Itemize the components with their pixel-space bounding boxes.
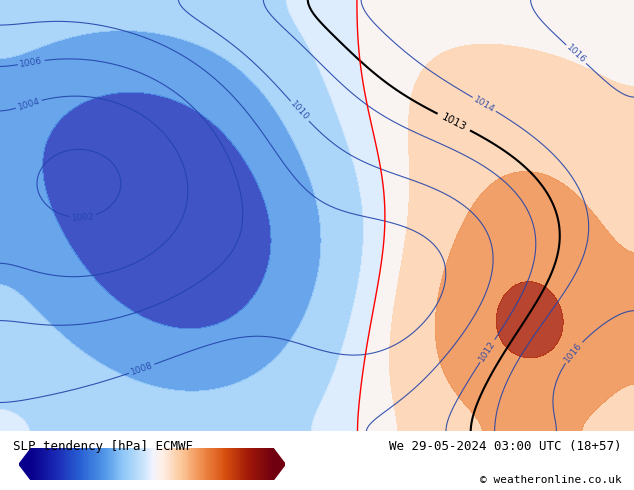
Text: 1012: 1012 [477, 339, 498, 363]
Text: 1013: 1013 [440, 112, 468, 132]
Text: 1008: 1008 [129, 361, 154, 377]
Text: 1002: 1002 [71, 212, 94, 222]
Text: 1014: 1014 [472, 95, 496, 114]
Polygon shape [19, 448, 31, 480]
Text: SLP tendency [hPa] ECMWF: SLP tendency [hPa] ECMWF [13, 440, 193, 453]
Text: 1006: 1006 [19, 56, 43, 69]
Text: 1016: 1016 [565, 43, 588, 65]
Text: 1010: 1010 [288, 99, 311, 122]
Text: © weatheronline.co.uk: © weatheronline.co.uk [479, 475, 621, 485]
Text: We 29-05-2024 03:00 UTC (18+57): We 29-05-2024 03:00 UTC (18+57) [389, 440, 621, 453]
Text: 1004: 1004 [16, 97, 41, 112]
Polygon shape [273, 448, 285, 480]
Text: 1016: 1016 [563, 341, 584, 364]
